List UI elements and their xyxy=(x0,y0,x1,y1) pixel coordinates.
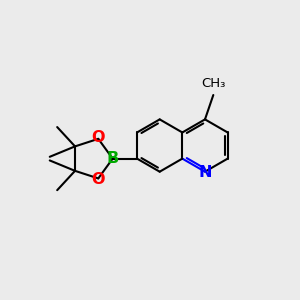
Text: N: N xyxy=(198,165,212,180)
Text: O: O xyxy=(91,172,104,187)
Text: CH₃: CH₃ xyxy=(201,77,226,90)
Text: B: B xyxy=(106,151,119,166)
Text: O: O xyxy=(91,130,104,145)
